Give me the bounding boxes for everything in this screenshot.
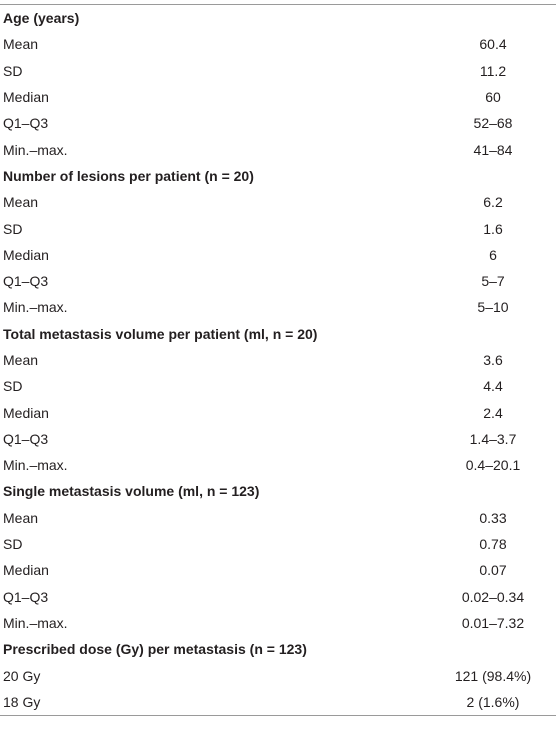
row-label: Mean xyxy=(3,509,39,526)
row-value: 2 (1.6%) xyxy=(466,693,520,710)
data-row: SD 1.6 xyxy=(0,215,556,241)
row-value: 5–10 xyxy=(477,299,509,316)
data-row: Q1–Q3 0.02–0.34 xyxy=(0,584,556,610)
section-title: Number of lesions per patient (n = 20) xyxy=(3,167,254,184)
data-row: SD 4.4 xyxy=(0,373,556,399)
row-label: Median xyxy=(3,404,49,421)
row-label: Median xyxy=(3,562,49,579)
row-label: Min.–max. xyxy=(3,457,68,474)
row-value: 2.4 xyxy=(483,404,503,421)
row-label: 18 Gy xyxy=(3,693,41,710)
row-value: 6.2 xyxy=(483,194,503,211)
data-row: 18 Gy 2 (1.6%) xyxy=(0,689,556,716)
row-label: Min.–max. xyxy=(3,299,68,316)
data-row: Q1–Q3 5–7 xyxy=(0,268,556,294)
row-label: SD xyxy=(3,62,23,79)
row-value: 4.4 xyxy=(483,378,503,395)
row-label: Mean xyxy=(3,352,39,368)
data-row: Median 0.07 xyxy=(0,557,556,583)
row-value: 5–7 xyxy=(481,273,505,290)
row-value: 0.78 xyxy=(479,536,507,553)
row-label: SD xyxy=(3,378,23,395)
row-value: 0.02–0.34 xyxy=(461,588,525,605)
data-row: Q1–Q3 1.4–3.7 xyxy=(0,426,556,452)
data-row: Q1–Q3 52–68 xyxy=(0,110,556,136)
row-label: Mean xyxy=(3,194,39,211)
row-value: 1.4–3.7 xyxy=(469,430,517,447)
section-header-row: Number of lesions per patient (n = 20) xyxy=(0,163,556,189)
row-label: Q1–Q3 xyxy=(3,115,49,132)
data-row: Median 60 xyxy=(0,84,556,110)
data-row: Mean 60.4 xyxy=(0,31,556,57)
row-label: Min.–max. xyxy=(3,141,68,158)
row-label: Median xyxy=(3,89,49,106)
row-value: 0.01–7.32 xyxy=(461,614,525,631)
section-title: Total metastasis volume per patient (ml,… xyxy=(3,325,318,342)
row-value: 1.6 xyxy=(483,220,503,237)
row-value: 0.07 xyxy=(479,562,507,579)
row-value: 0.33 xyxy=(479,509,507,526)
row-value: 6 xyxy=(489,246,497,263)
row-value: 60 xyxy=(485,89,501,106)
row-label: Q1–Q3 xyxy=(3,273,49,290)
row-value: 60.4 xyxy=(479,36,507,53)
row-value: 11.2 xyxy=(479,62,507,79)
row-value: 3.6 xyxy=(483,352,503,368)
data-row: 20 Gy 121 (98.4%) xyxy=(0,662,556,688)
summary-table: Age (years) Mean 60.4 SD 11.2 Median 60 Q1–Q3 52… xyxy=(0,4,556,717)
page: {"table": {"sections": [ {"title": "Age … xyxy=(0,4,556,737)
section-title: Prescribed dose (Gy) per metastasis (n =… xyxy=(3,641,307,658)
row-label: Median xyxy=(3,246,49,263)
data-row: Min.–max. 0.4–20.1 xyxy=(0,452,556,478)
row-value: 121 (98.4%) xyxy=(454,667,532,684)
row-label: SD xyxy=(3,536,23,553)
row-label: Q1–Q3 xyxy=(3,588,49,605)
section-header-row: Age (years) xyxy=(0,5,556,32)
data-row: Min.–max. 5–10 xyxy=(0,294,556,320)
data-row: Median 6 xyxy=(0,242,556,268)
section-header-row: Prescribed dose (Gy) per metastasis (n =… xyxy=(0,636,556,662)
data-row: Median 2.4 xyxy=(0,399,556,425)
data-row: SD 11.2 xyxy=(0,58,556,84)
section-header-row: Single metastasis volume (ml, n = 123) xyxy=(0,478,556,504)
data-row: Min.–max. 0.01–7.32 xyxy=(0,610,556,636)
row-label: 20 Gy xyxy=(3,667,41,684)
data-row: Mean 0.33 xyxy=(0,505,556,531)
row-label: Min.–max. xyxy=(3,614,68,631)
row-value: 41–84 xyxy=(473,141,513,158)
row-label: Mean xyxy=(3,36,39,53)
row-value: 52–68 xyxy=(473,115,513,132)
data-row: Mean 3.6 xyxy=(0,347,556,373)
data-row: Min.–max. 41–84 xyxy=(0,136,556,162)
row-label: Q1–Q3 xyxy=(3,430,49,447)
section-header-row: Total metastasis volume per patient (ml,… xyxy=(0,321,556,347)
data-row: SD 0.78 xyxy=(0,531,556,557)
section-title: Single metastasis volume (ml, n = 123) xyxy=(3,483,260,500)
row-label: SD xyxy=(3,220,23,237)
section-title: Age (years) xyxy=(3,10,80,27)
data-row: Mean 6.2 xyxy=(0,189,556,215)
row-value: 0.4–20.1 xyxy=(465,457,521,474)
